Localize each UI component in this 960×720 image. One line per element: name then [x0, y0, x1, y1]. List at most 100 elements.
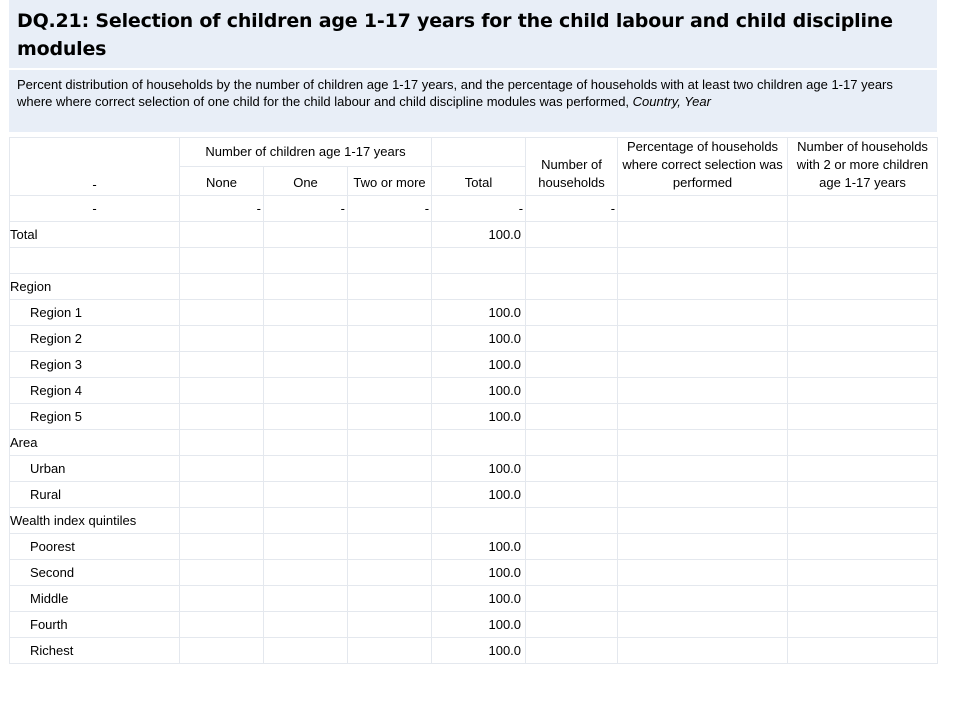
cell-pct-correct — [617, 247, 789, 274]
cell-num-households-2plus — [787, 325, 939, 352]
cell-two-or-more — [346, 429, 433, 456]
cell-num-households-2plus — [787, 429, 939, 456]
cell-num-households — [525, 481, 619, 508]
cell-one — [263, 221, 348, 248]
cell-num-households-2plus — [787, 533, 939, 560]
cell-num-households-2plus — [787, 559, 939, 586]
cell-two-or-more — [346, 611, 433, 638]
cell-one — [263, 455, 348, 482]
table-row: Region — [9, 273, 939, 300]
cell-num-households-2plus — [787, 377, 939, 404]
cell-pct-correct — [617, 221, 789, 248]
cell-two-or-more — [346, 455, 433, 482]
cell-total — [431, 247, 527, 274]
cell-one — [263, 273, 348, 300]
cell-one — [263, 481, 348, 508]
cell-one — [263, 351, 348, 378]
cell-two-or-more — [346, 273, 433, 300]
cell-total: 100.0 — [431, 585, 527, 612]
cell-none — [179, 325, 264, 352]
table-row: Area — [9, 429, 939, 456]
cell-num-households-2plus — [787, 221, 939, 248]
cell-two-or-more — [346, 377, 433, 404]
cell-two-or-more — [346, 533, 433, 560]
table-row — [9, 247, 939, 274]
cell-total: 100.0 — [431, 325, 527, 352]
cell-num-households — [525, 611, 619, 638]
cell-two-or-more — [346, 325, 433, 352]
header-pct-correct: Percentage of households where correct s… — [617, 137, 789, 196]
cell-num-households — [525, 429, 619, 456]
cell-total: 100.0 — [431, 533, 527, 560]
table-title-box: DQ.21: Selection of children age 1-17 ye… — [9, 0, 937, 68]
row-label: Area — [9, 429, 180, 456]
cell-pct-correct — [617, 481, 789, 508]
cell-one — [263, 377, 348, 404]
cell-pct-correct — [617, 403, 789, 430]
table-row: Region 5 100.0 — [9, 403, 939, 430]
table-row: Poorest 100.0 — [9, 533, 939, 560]
row-label: Fourth — [9, 611, 180, 638]
dash-cell: - — [525, 195, 619, 222]
row-label: Region 4 — [9, 377, 180, 404]
table-row: Region 4 100.0 — [9, 377, 939, 404]
cell-num-households-2plus — [787, 247, 939, 274]
cell-none — [179, 637, 264, 664]
header-empty-total-top — [431, 137, 527, 167]
cell-pct-correct — [617, 455, 789, 482]
cell-num-households-2plus — [787, 611, 939, 638]
cell-one — [263, 533, 348, 560]
cell-two-or-more — [346, 299, 433, 326]
cell-one — [263, 559, 348, 586]
row-label: Region 2 — [9, 325, 180, 352]
cell-num-households — [525, 351, 619, 378]
cell-num-households-2plus — [787, 299, 939, 326]
table-row: Fourth 100.0 — [9, 611, 939, 638]
cell-num-households — [525, 559, 619, 586]
row-label: Richest — [9, 637, 180, 664]
subtitle-country-year: Country, Year — [632, 94, 711, 109]
cell-total: 100.0 — [431, 611, 527, 638]
header-dash-row: - - - - - - — [9, 195, 939, 222]
subtitle-text: Percent distribution of households by th… — [17, 77, 893, 109]
cell-total: 100.0 — [431, 481, 527, 508]
cell-pct-correct — [617, 533, 789, 560]
cell-none — [179, 429, 264, 456]
dash-cell: - — [431, 195, 527, 222]
cell-one — [263, 247, 348, 274]
table-row: Richest 100.0 — [9, 637, 939, 664]
cell-num-households — [525, 325, 619, 352]
cell-num-households-2plus — [787, 455, 939, 482]
cell-none — [179, 585, 264, 612]
cell-num-households — [525, 299, 619, 326]
header-none: None — [179, 166, 264, 196]
header-two-or-more: Two or more — [346, 166, 433, 196]
cell-pct-correct — [617, 377, 789, 404]
cell-num-households — [525, 247, 619, 274]
header-row-label-cell: - — [9, 137, 180, 196]
dash-empty — [617, 195, 789, 222]
cell-num-households — [525, 377, 619, 404]
row-label: Region 1 — [9, 299, 180, 326]
cell-total — [431, 429, 527, 456]
cell-pct-correct — [617, 273, 789, 300]
cell-num-households-2plus — [787, 585, 939, 612]
cell-total — [431, 273, 527, 300]
row-label: Wealth index quintiles — [9, 507, 180, 534]
cell-num-households-2plus — [787, 481, 939, 508]
cell-total: 100.0 — [431, 351, 527, 378]
cell-num-households — [525, 403, 619, 430]
cell-total: 100.0 — [431, 637, 527, 664]
row-label — [9, 247, 180, 274]
cell-none — [179, 273, 264, 300]
cell-none — [179, 611, 264, 638]
table-row: Rural 100.0 — [9, 481, 939, 508]
dash-cell: - — [263, 195, 348, 222]
cell-two-or-more — [346, 481, 433, 508]
cell-pct-correct — [617, 299, 789, 326]
cell-total — [431, 507, 527, 534]
row-label: Region 3 — [9, 351, 180, 378]
table-row: Region 3 100.0 — [9, 351, 939, 378]
header-one: One — [263, 166, 348, 196]
table-row: Region 2 100.0 — [9, 325, 939, 352]
